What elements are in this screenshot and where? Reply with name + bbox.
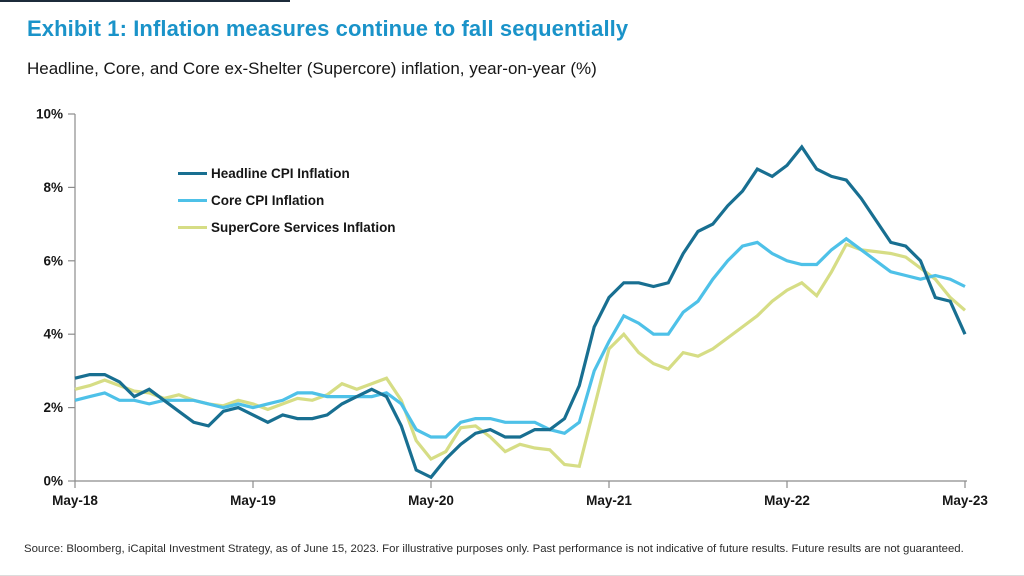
- legend-item-core-cpi: Core CPI Inflation: [178, 189, 396, 211]
- exhibit-title: Exhibit 1: Inflation measures continue t…: [27, 16, 629, 41]
- core-cpi-line-swatch: [178, 198, 207, 202]
- y-tick-label: 0%: [43, 474, 63, 489]
- x-tick-label: May-19: [230, 493, 276, 508]
- series-line-supercore-services-inflation: [74, 242, 967, 469]
- legend-item-headline-cpi: Headline CPI Inflation: [178, 162, 396, 184]
- x-tick-label: May-18: [52, 493, 98, 508]
- x-tick-label: May-21: [586, 493, 632, 508]
- y-tick-label: 8%: [43, 180, 63, 195]
- x-tick-label: May-20: [408, 493, 454, 508]
- y-tick-label: 2%: [43, 400, 63, 415]
- legend-label-core-cpi: Core CPI Inflation: [211, 192, 325, 208]
- supercore-line-swatch: [178, 225, 207, 229]
- y-tick-label: 4%: [43, 327, 63, 342]
- series-line-headline-cpi-inflation: [74, 144, 967, 480]
- top-accent-line: [0, 0, 290, 2]
- chart-legend: Headline CPI Inflation Core CPI Inflatio…: [178, 162, 396, 238]
- y-tick-label: 10%: [36, 107, 63, 122]
- x-tick-label: May-22: [764, 493, 810, 508]
- inflation-chart: 0% 2% 4% 6% 8% 10% May-18 May-19 May-20 May-21 May…: [0, 100, 1024, 540]
- series-line-core-cpi-inflation: [74, 236, 966, 439]
- legend-label-headline-cpi: Headline CPI Inflation: [211, 165, 350, 181]
- legend-item-supercore: SuperCore Services Inflation: [178, 216, 396, 238]
- y-tick-label: 6%: [43, 253, 63, 268]
- headline-cpi-line-swatch: [178, 171, 207, 175]
- source-note: Source: Bloomberg, iCapital Investment S…: [24, 543, 964, 555]
- legend-label-supercore: SuperCore Services Inflation: [211, 219, 396, 235]
- x-tick-label: May-23: [942, 493, 988, 508]
- chart-subtitle: Headline, Core, and Core ex-Shelter (Sup…: [27, 59, 597, 78]
- chart-canvas: 0% 2% 4% 6% 8% 10% May-18 May-19 May-20 May-21 May…: [36, 107, 988, 509]
